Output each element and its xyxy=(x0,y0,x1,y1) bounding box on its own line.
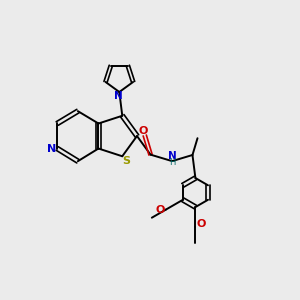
Text: N: N xyxy=(168,151,176,161)
Text: O: O xyxy=(156,205,165,214)
Text: S: S xyxy=(122,156,130,166)
Text: H: H xyxy=(169,158,175,167)
Text: O: O xyxy=(196,219,206,229)
Text: N: N xyxy=(114,92,123,101)
Text: O: O xyxy=(139,126,148,136)
Text: N: N xyxy=(47,143,56,154)
